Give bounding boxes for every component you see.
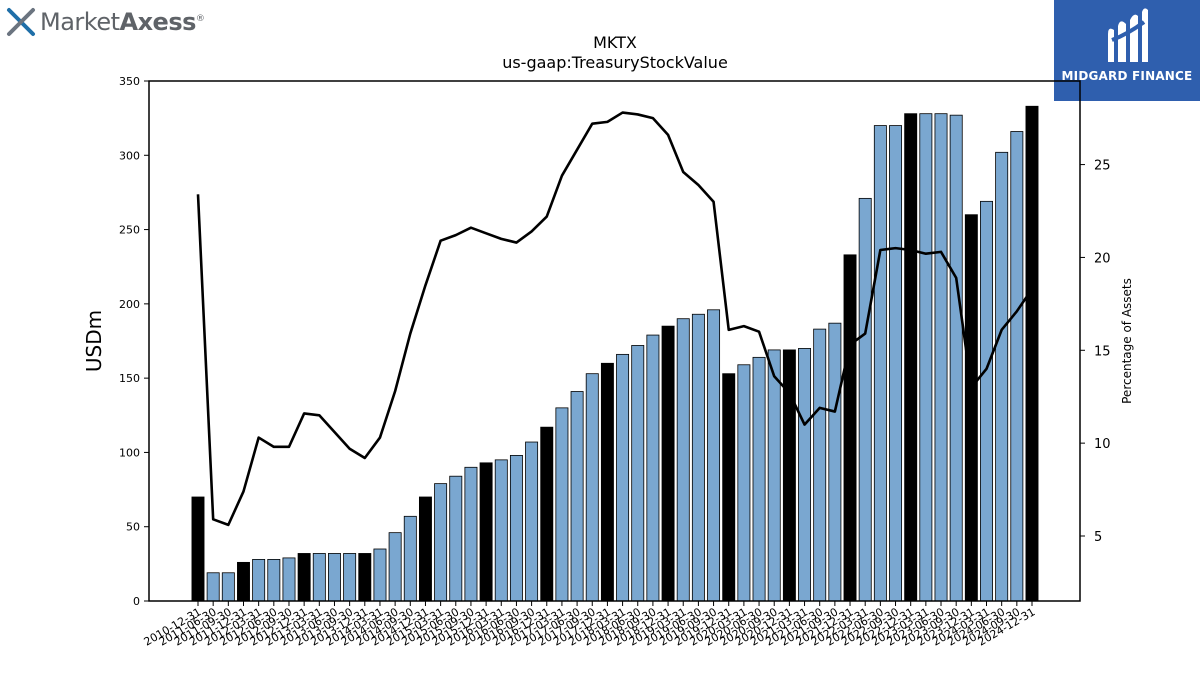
badge-text: MIDGARD FINANCE: [1061, 69, 1193, 83]
bar: [828, 322, 842, 602]
chart-subtitle: us-gaap:TreasuryStockValue: [502, 53, 728, 72]
chart-title: MKTX: [593, 33, 637, 52]
bar: [616, 353, 630, 602]
bar: [570, 391, 584, 602]
bar: [297, 553, 311, 602]
bar: [388, 532, 402, 602]
midgard-m-icon: [1108, 8, 1148, 63]
y-tick-label: 100: [119, 446, 140, 459]
bar-series: [191, 105, 1039, 602]
bar: [661, 325, 675, 602]
bar: [904, 113, 918, 602]
bar: [600, 362, 614, 602]
y-axis-right-label: Percentage of Assets: [1120, 278, 1134, 404]
bar: [873, 125, 887, 602]
bar: [282, 557, 296, 602]
y-right-tick-label: 5: [1094, 530, 1102, 545]
bar: [373, 548, 387, 602]
bar: [343, 553, 357, 602]
brand-name: MarketAxess®: [40, 8, 205, 36]
bar: [252, 559, 266, 602]
bar: [191, 496, 205, 602]
y-axis-left: 0 50 100 150 200 250 300 350: [119, 75, 149, 608]
brand-mark: ®: [195, 14, 205, 24]
marketaxess-logo: MarketAxess®: [6, 4, 205, 40]
plot-frame: [148, 80, 1081, 602]
y-axis-right: 5 10 15 20 25: [1080, 159, 1111, 545]
bar: [434, 483, 448, 602]
y-tick-label: 50: [126, 521, 140, 534]
bar: [813, 328, 827, 602]
bar: [237, 561, 250, 602]
y-right-tick-label: 20: [1094, 251, 1111, 266]
bar: [449, 475, 463, 602]
bar: [509, 454, 523, 602]
bar: [358, 553, 372, 602]
bar: [722, 373, 736, 602]
y-axis-label: USDm: [82, 310, 106, 372]
bar: [328, 553, 341, 602]
bar: [767, 349, 781, 602]
marketaxess-x-icon: [7, 8, 35, 36]
bar: [403, 515, 417, 602]
bar: [752, 356, 766, 602]
y-right-tick-label: 25: [1094, 159, 1111, 174]
x-axis: 2010-12-312011-06-302011-09-302011-12-31…: [142, 601, 1038, 649]
bar: [631, 345, 645, 602]
bar: [267, 559, 281, 602]
bar: [676, 318, 690, 602]
bar: [949, 114, 963, 602]
bar: [206, 572, 220, 602]
bar: [540, 426, 554, 602]
bar: [464, 466, 478, 602]
bar: [707, 309, 721, 602]
bar: [221, 572, 235, 602]
percentage-line: [196, 111, 1034, 527]
bar: [494, 459, 508, 602]
bar: [418, 496, 432, 602]
bar: [737, 364, 751, 602]
bar: [858, 197, 872, 602]
bar: [646, 334, 660, 602]
bar: [555, 407, 569, 602]
bar: [479, 462, 493, 602]
bar: [585, 373, 599, 602]
bar: [798, 348, 812, 602]
y-right-tick-label: 15: [1094, 344, 1111, 359]
y-tick-label: 250: [119, 224, 140, 237]
bar: [964, 214, 978, 602]
y-tick-label: 200: [119, 298, 140, 311]
y-right-tick-label: 10: [1094, 437, 1111, 452]
midgard-finance-badge: MIDGARD FINANCE: [1054, 0, 1200, 101]
bar: [980, 200, 993, 602]
brand-regular: Market: [40, 8, 120, 36]
bar: [312, 553, 326, 602]
y-tick-label: 0: [133, 595, 140, 608]
bar: [889, 125, 902, 602]
bar: [1025, 105, 1039, 602]
y-tick-label: 300: [119, 149, 140, 162]
bar: [995, 151, 1009, 602]
bar: [525, 441, 539, 602]
y-tick-label: 150: [119, 372, 140, 385]
bar: [934, 113, 948, 602]
bar: [843, 254, 857, 602]
brand-bold: Axess: [119, 8, 197, 36]
bar: [919, 113, 933, 602]
bar: [1010, 131, 1024, 602]
bar: [691, 313, 705, 602]
y-tick-label: 350: [119, 75, 140, 88]
